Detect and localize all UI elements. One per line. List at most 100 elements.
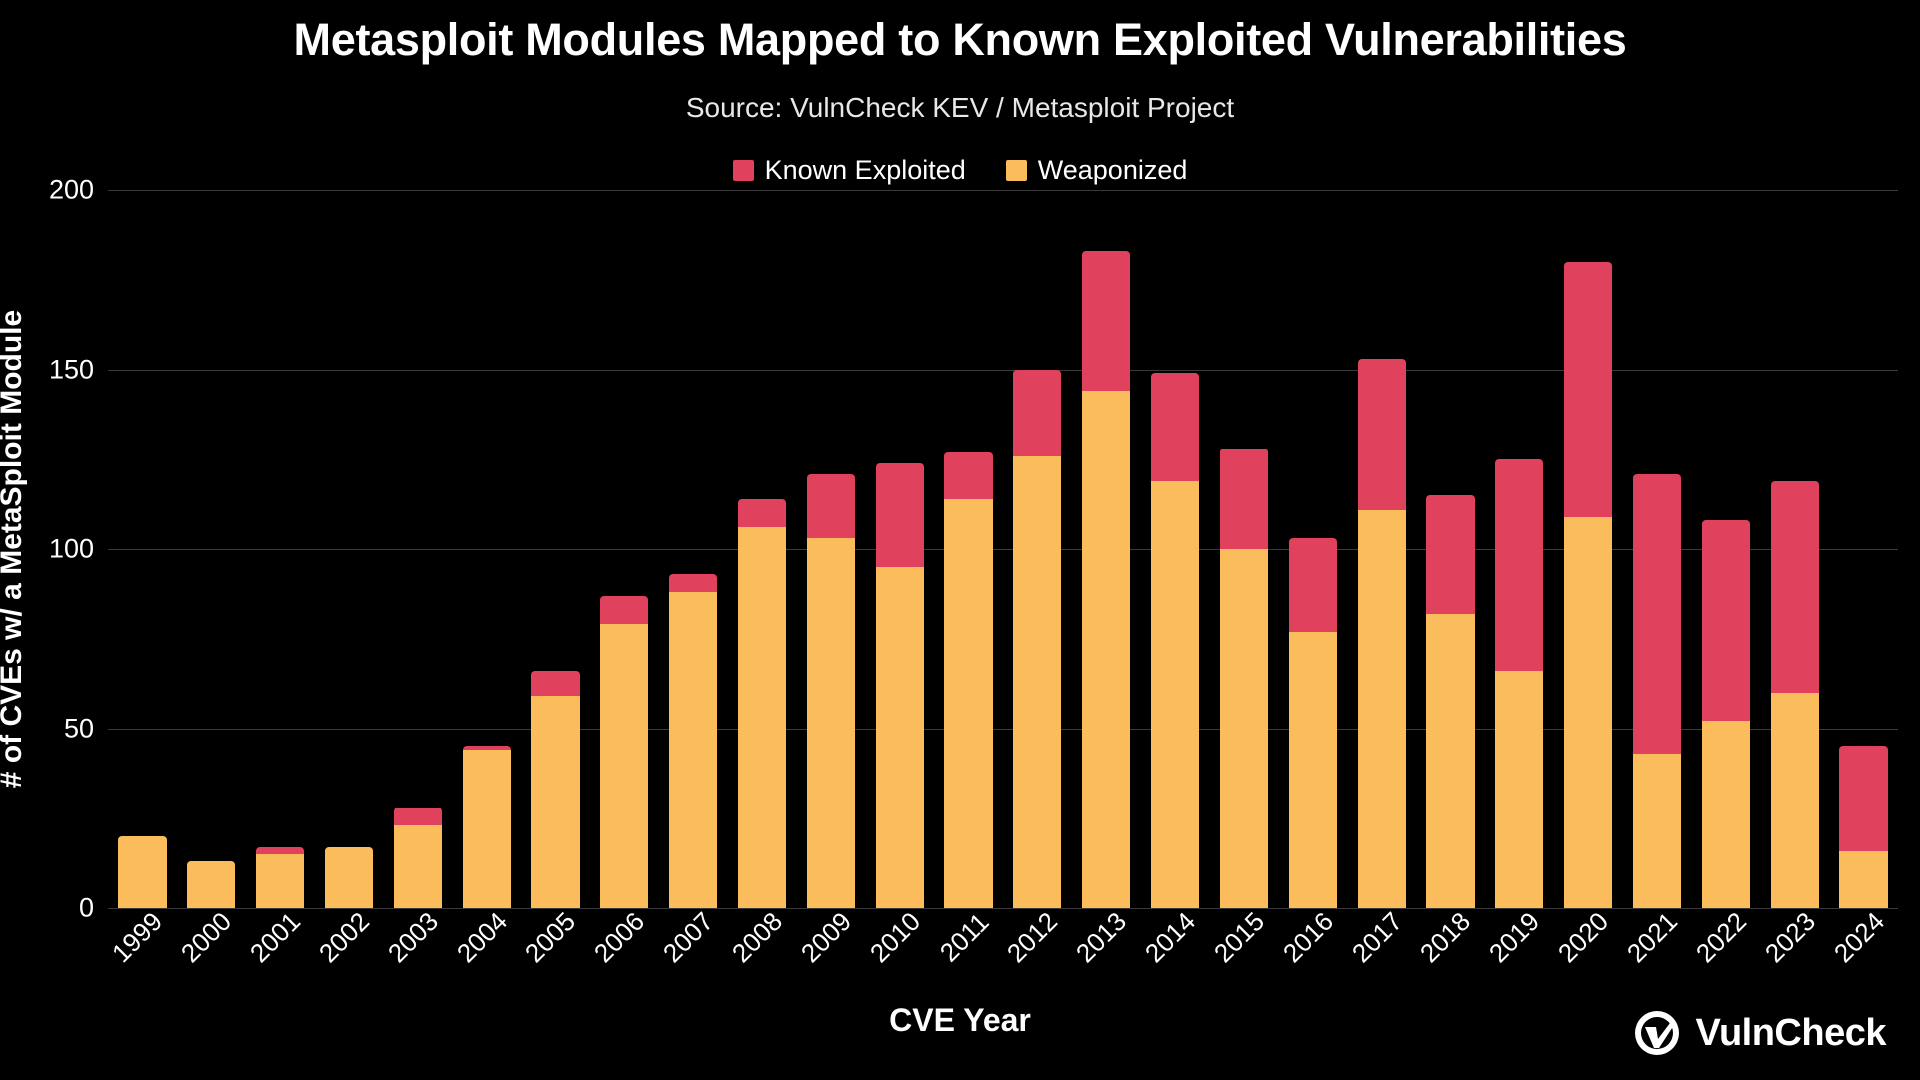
bar-segment-weaponized[interactable] xyxy=(256,854,305,908)
bar-slot[interactable]: 64% xyxy=(1623,190,1692,908)
stacked-bar[interactable]: 47% xyxy=(1495,459,1544,908)
bar-slot[interactable]: 5% xyxy=(659,190,728,908)
bar-segment-weaponized[interactable] xyxy=(1219,549,1269,908)
stacked-bar[interactable]: 64% xyxy=(1632,473,1682,908)
stacked-bar[interactable]: 10% xyxy=(944,452,993,908)
bar-segment-weaponized[interactable] xyxy=(1288,631,1337,908)
bar-segment-known-exploited[interactable] xyxy=(462,746,511,751)
bar-segment-known-exploited[interactable] xyxy=(875,462,924,567)
stacked-bar[interactable]: 16% xyxy=(1013,369,1062,908)
bar-segment-weaponized[interactable] xyxy=(1632,753,1682,908)
bar-segment-known-exploited[interactable] xyxy=(1288,538,1337,632)
stacked-bar[interactable]: 18% xyxy=(393,807,442,908)
bar-segment-known-exploited[interactable] xyxy=(1357,358,1406,510)
bar-segment-known-exploited[interactable] xyxy=(600,595,649,625)
bar-segment-weaponized[interactable] xyxy=(1701,721,1750,908)
stacked-bar[interactable]: 21% xyxy=(1082,251,1131,908)
bar-segment-known-exploited[interactable] xyxy=(1495,459,1544,672)
bar-segment-weaponized[interactable] xyxy=(324,846,374,908)
bar-slot[interactable]: 64% xyxy=(1829,190,1898,908)
stacked-bar[interactable]: 25% xyxy=(1288,538,1337,908)
bar-segment-weaponized[interactable] xyxy=(806,538,855,908)
bar-segment-weaponized[interactable] xyxy=(187,861,236,908)
bar-slot[interactable]: 22% xyxy=(1210,190,1279,908)
bar-slot[interactable]: 20% xyxy=(1141,190,1210,908)
bar-segment-weaponized[interactable] xyxy=(118,836,167,908)
stacked-bar[interactable]: 22% xyxy=(1219,448,1269,908)
bar-segment-known-exploited[interactable] xyxy=(1150,373,1200,481)
stacked-bar[interactable]: 0% xyxy=(118,836,167,908)
bar-segment-weaponized[interactable] xyxy=(1357,509,1406,908)
bar-segment-weaponized[interactable] xyxy=(1495,671,1544,908)
bar-segment-known-exploited[interactable] xyxy=(944,452,993,499)
bar-segment-known-exploited[interactable] xyxy=(1701,520,1750,722)
bar-segment-known-exploited[interactable] xyxy=(393,807,442,826)
bar-segment-weaponized[interactable] xyxy=(1013,455,1062,908)
bar-slot[interactable]: 39% xyxy=(1554,190,1623,908)
bar-slot[interactable]: 7% xyxy=(728,190,797,908)
bar-segment-known-exploited[interactable] xyxy=(669,574,718,593)
bar-segment-known-exploited[interactable] xyxy=(1082,251,1131,392)
bar-segment-weaponized[interactable] xyxy=(1839,850,1888,908)
bar-segment-weaponized[interactable] xyxy=(600,624,649,908)
bar-segment-weaponized[interactable] xyxy=(462,750,511,908)
bar-segment-known-exploited[interactable] xyxy=(1426,495,1475,614)
stacked-bar[interactable]: 28% xyxy=(1357,358,1406,908)
stacked-bar[interactable]: 11% xyxy=(531,671,580,908)
stacked-bar[interactable]: 0% xyxy=(324,846,374,908)
bar-slot[interactable]: 21% xyxy=(1072,190,1141,908)
bar-segment-weaponized[interactable] xyxy=(1082,391,1131,908)
bar-segment-known-exploited[interactable] xyxy=(1632,473,1682,754)
bar-slot[interactable]: 47% xyxy=(1485,190,1554,908)
bar-segment-weaponized[interactable] xyxy=(944,498,993,908)
bar-segment-weaponized[interactable] xyxy=(393,825,442,908)
bar-slot[interactable]: 16% xyxy=(1003,190,1072,908)
bar-slot[interactable]: 29% xyxy=(1416,190,1485,908)
stacked-bar[interactable]: 7% xyxy=(737,498,787,908)
bar-segment-known-exploited[interactable] xyxy=(1770,480,1819,693)
stacked-bar[interactable]: 29% xyxy=(1426,495,1475,908)
bar-slot[interactable]: 13% xyxy=(246,190,315,908)
bar-segment-known-exploited[interactable] xyxy=(806,473,855,539)
stacked-bar[interactable]: 64% xyxy=(1839,746,1888,908)
stacked-bar[interactable]: 39% xyxy=(1564,261,1613,908)
bar-slot[interactable]: 25% xyxy=(1278,190,1347,908)
bar-segment-weaponized[interactable] xyxy=(1770,692,1819,908)
bar-slot[interactable]: 15% xyxy=(796,190,865,908)
bar-segment-weaponized[interactable] xyxy=(1564,516,1613,908)
bar-slot[interactable]: 23% xyxy=(865,190,934,908)
bar-slot[interactable]: 2% xyxy=(452,190,521,908)
bar-segment-known-exploited[interactable] xyxy=(737,498,787,528)
stacked-bar[interactable]: 20% xyxy=(1150,373,1200,908)
bar-segment-known-exploited[interactable] xyxy=(1839,746,1888,851)
bar-slot[interactable]: 18% xyxy=(383,190,452,908)
stacked-bar[interactable]: 2% xyxy=(462,746,511,908)
stacked-bar[interactable]: 23% xyxy=(875,462,924,908)
stacked-bar[interactable]: 15% xyxy=(806,473,855,908)
bar-segment-weaponized[interactable] xyxy=(531,696,580,908)
bar-slot[interactable]: 0% xyxy=(315,190,384,908)
bar-segment-weaponized[interactable] xyxy=(1150,480,1200,908)
bar-slot[interactable]: 49% xyxy=(1760,190,1829,908)
stacked-bar[interactable]: 49% xyxy=(1770,480,1819,908)
bar-segment-weaponized[interactable] xyxy=(1426,613,1475,908)
bar-slot[interactable]: 28% xyxy=(1347,190,1416,908)
bar-slot[interactable]: 10% xyxy=(934,190,1003,908)
stacked-bar[interactable]: 5% xyxy=(669,574,718,908)
legend-item[interactable]: Known Exploited xyxy=(732,157,966,184)
bar-slot[interactable]: 0% xyxy=(177,190,246,908)
bar-segment-known-exploited[interactable] xyxy=(1013,369,1062,456)
bar-segment-known-exploited[interactable] xyxy=(256,847,305,855)
bar-segment-weaponized[interactable] xyxy=(737,527,787,908)
stacked-bar[interactable]: 13% xyxy=(256,847,305,908)
bar-segment-known-exploited[interactable] xyxy=(531,671,580,697)
stacked-bar[interactable]: 51% xyxy=(1701,520,1750,908)
bar-slot[interactable]: 11% xyxy=(521,190,590,908)
bar-segment-weaponized[interactable] xyxy=(669,592,718,908)
bar-segment-known-exploited[interactable] xyxy=(1564,261,1613,517)
bar-slot[interactable]: 9% xyxy=(590,190,659,908)
stacked-bar[interactable]: 9% xyxy=(600,595,649,908)
bar-slot[interactable]: 0% xyxy=(108,190,177,908)
legend-item[interactable]: Weaponized xyxy=(1005,157,1187,184)
stacked-bar[interactable]: 0% xyxy=(187,861,236,908)
